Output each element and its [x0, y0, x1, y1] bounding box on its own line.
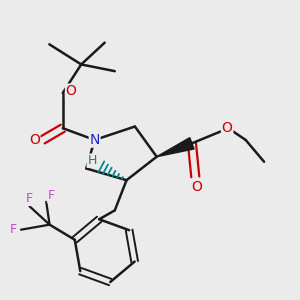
- Text: O: O: [222, 121, 232, 135]
- Text: F: F: [10, 223, 17, 236]
- Text: N: N: [89, 133, 100, 147]
- Text: H: H: [87, 154, 97, 167]
- Text: F: F: [48, 189, 55, 202]
- Text: O: O: [29, 133, 40, 147]
- Polygon shape: [157, 138, 194, 157]
- Text: F: F: [26, 192, 33, 205]
- Text: O: O: [66, 84, 76, 98]
- Text: O: O: [191, 180, 203, 194]
